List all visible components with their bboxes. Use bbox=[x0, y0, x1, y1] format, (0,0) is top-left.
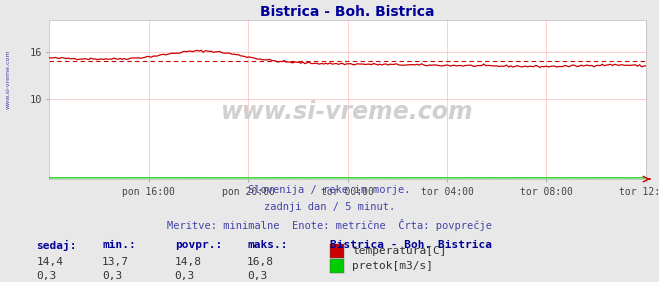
Text: 16,8: 16,8 bbox=[247, 257, 274, 266]
Text: povpr.:: povpr.: bbox=[175, 240, 222, 250]
Text: zadnji dan / 5 minut.: zadnji dan / 5 minut. bbox=[264, 202, 395, 212]
Text: Bistrica - Boh. Bistrica: Bistrica - Boh. Bistrica bbox=[330, 240, 492, 250]
Title: Bistrica - Boh. Bistrica: Bistrica - Boh. Bistrica bbox=[260, 5, 435, 19]
Text: pretok[m3/s]: pretok[m3/s] bbox=[352, 261, 433, 271]
Text: 14,8: 14,8 bbox=[175, 257, 202, 266]
Text: 13,7: 13,7 bbox=[102, 257, 129, 266]
Text: Slovenija / reke in morje.: Slovenija / reke in morje. bbox=[248, 185, 411, 195]
Text: 0,3: 0,3 bbox=[175, 271, 195, 281]
Text: 14,4: 14,4 bbox=[36, 257, 63, 266]
Text: www.si-vreme.com: www.si-vreme.com bbox=[221, 100, 474, 124]
Text: temperatura[C]: temperatura[C] bbox=[352, 246, 446, 256]
Text: maks.:: maks.: bbox=[247, 240, 287, 250]
Text: sedaj:: sedaj: bbox=[36, 240, 76, 251]
Text: 0,3: 0,3 bbox=[36, 271, 57, 281]
Text: 0,3: 0,3 bbox=[247, 271, 268, 281]
Text: Meritve: minimalne  Enote: metrične  Črta: povprečje: Meritve: minimalne Enote: metrične Črta:… bbox=[167, 219, 492, 231]
Text: min.:: min.: bbox=[102, 240, 136, 250]
Text: 0,3: 0,3 bbox=[102, 271, 123, 281]
Text: www.si-vreme.com: www.si-vreme.com bbox=[5, 49, 11, 109]
